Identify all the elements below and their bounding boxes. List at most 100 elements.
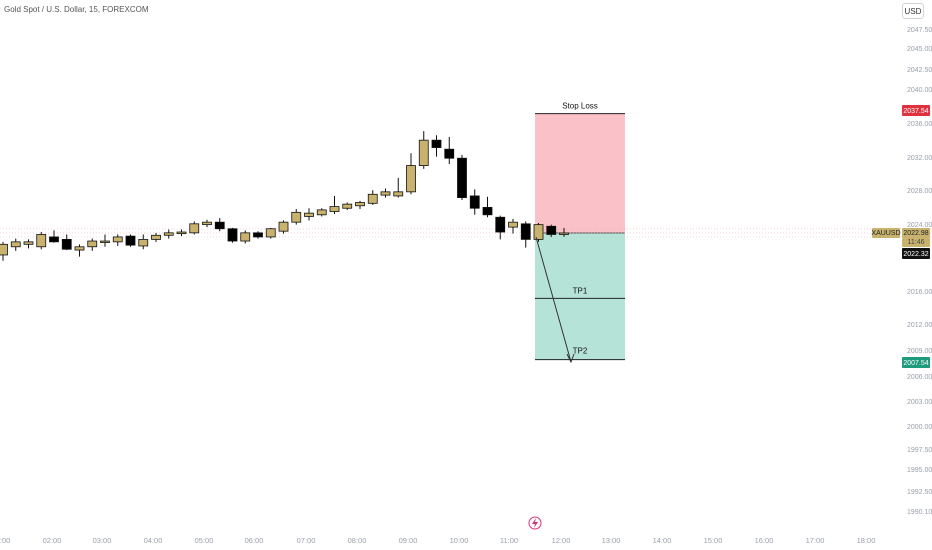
candle-body (0, 243, 8, 256)
y-tick-label: 2000.00 (907, 424, 932, 431)
candle[interactable] (329, 195, 340, 214)
candle[interactable] (0, 241, 8, 261)
candle-body (533, 224, 544, 240)
y-tick-label: 2006.00 (907, 374, 932, 381)
candle-body (546, 225, 557, 235)
candle[interactable] (393, 177, 404, 198)
candle[interactable] (112, 234, 123, 246)
take-profit-zone[interactable] (535, 233, 625, 360)
candle-body (100, 240, 110, 243)
candle-body (189, 223, 200, 234)
candle[interactable] (10, 238, 21, 251)
candle[interactable] (138, 234, 149, 250)
y-tick-label: 1997.50 (907, 447, 932, 454)
candle[interactable] (291, 209, 302, 225)
candle-body (138, 238, 149, 247)
candle[interactable] (278, 220, 289, 234)
candle-body (469, 195, 480, 209)
candle[interactable] (240, 230, 251, 244)
candle[interactable] (265, 227, 276, 239)
candle[interactable] (418, 131, 429, 169)
y-tick-label: 2028.00 (907, 188, 932, 195)
x-tick-label: 05:00 (195, 536, 214, 545)
candle[interactable] (74, 244, 85, 257)
candle[interactable] (546, 224, 557, 237)
candle[interactable] (457, 154, 467, 201)
y-tick-label: 1990.10 (907, 509, 932, 516)
y-tick-label: 2047.50 (907, 27, 932, 34)
candle-body (406, 165, 416, 193)
candle[interactable] (508, 218, 518, 234)
candle-body (418, 139, 429, 166)
candle-body (278, 221, 289, 232)
candle[interactable] (431, 135, 442, 157)
candle[interactable] (520, 221, 531, 248)
candle[interactable] (189, 221, 200, 235)
candle[interactable] (87, 238, 98, 251)
x-tick-label: 18:00 (857, 536, 876, 545)
candle-body (23, 241, 34, 245)
candle-body (431, 139, 442, 148)
stop-loss-label: Stop Loss (562, 102, 598, 111)
candle[interactable] (406, 153, 416, 195)
candle[interactable] (355, 200, 365, 210)
candle[interactable] (176, 229, 187, 237)
x-tick-label: 04:00 (144, 536, 163, 545)
cursor-price-tag: 2022.32 (903, 251, 928, 258)
candle-body (355, 202, 365, 207)
candle[interactable] (214, 218, 225, 232)
candle-body (61, 238, 72, 250)
candle[interactable] (227, 227, 238, 243)
x-tick-label: 08:00 (348, 536, 367, 545)
lightning-icon[interactable] (528, 516, 542, 530)
candle-body (163, 232, 174, 236)
candle[interactable] (342, 202, 353, 210)
candle[interactable] (495, 215, 506, 240)
stop-loss-zone[interactable] (535, 113, 625, 233)
candle[interactable] (533, 222, 544, 242)
countdown-tag: 11:46 (908, 239, 925, 246)
countdown-tag-bg (902, 238, 930, 247)
x-tick-label: 17:00 (806, 536, 825, 545)
candle-body (74, 246, 85, 251)
candle[interactable] (100, 234, 110, 247)
candle[interactable] (23, 239, 34, 249)
candle[interactable] (125, 234, 136, 247)
y-tick-label: 1995.00 (907, 467, 932, 474)
cursor-price-tag-bg (902, 248, 930, 259)
candle[interactable] (151, 232, 161, 242)
x-tick-label: 15:00 (704, 536, 723, 545)
candle[interactable] (163, 229, 174, 239)
x-tick-label: 16:00 (755, 536, 774, 545)
candle-body (367, 193, 378, 204)
candle-body (393, 191, 404, 197)
x-tick-label: 07:00 (297, 536, 316, 545)
x-tick-label: 03:00 (93, 536, 112, 545)
candle[interactable] (49, 230, 59, 243)
x-tick-label: 11:00 (500, 536, 518, 545)
x-tick-label: 13:00 (602, 536, 621, 545)
candle[interactable] (253, 231, 263, 239)
symbol-tag-bg (872, 228, 900, 238)
lightning-bolt (532, 518, 538, 528)
candle-body (87, 240, 98, 248)
candle-body (457, 157, 467, 198)
candle-body (291, 211, 302, 223)
candle[interactable] (36, 232, 47, 250)
candle[interactable] (444, 136, 455, 164)
candle[interactable] (469, 189, 480, 215)
current-price-tag-bg (902, 228, 930, 238)
candle[interactable] (202, 219, 212, 228)
candle[interactable] (367, 190, 378, 205)
candle[interactable] (316, 208, 327, 217)
candle-body (214, 221, 225, 230)
candle[interactable] (61, 234, 72, 251)
y-tick-label: 1992.50 (907, 489, 932, 496)
y-tick-label: 2036.00 (907, 121, 932, 128)
candle[interactable] (304, 208, 314, 221)
candle[interactable] (559, 227, 569, 237)
candle[interactable] (482, 196, 493, 218)
currency-button[interactable]: USD (902, 3, 924, 19)
candle[interactable] (380, 188, 391, 198)
